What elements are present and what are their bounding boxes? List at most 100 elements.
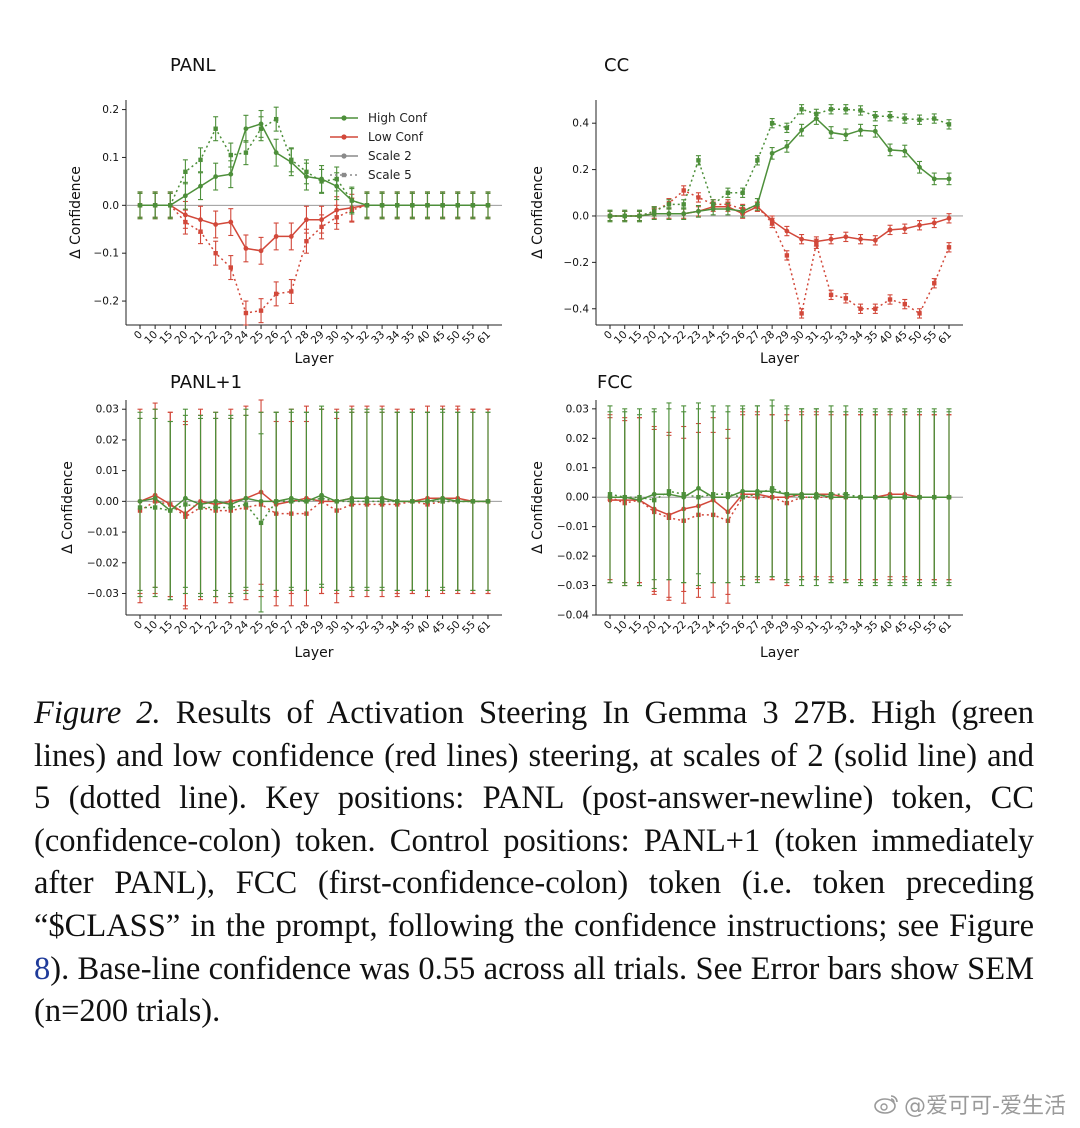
data-point [485,203,491,208]
series-line [140,122,488,207]
data-point [931,220,937,226]
data-point [364,499,370,504]
y-tick-label: 0.1 [102,152,119,164]
weibo-icon [874,1095,898,1114]
data-point [440,203,445,208]
series-high-scale2 [137,109,491,220]
data-point [273,499,279,504]
legend-marker [341,153,347,159]
data-point [183,169,188,175]
x-axis-label: Layer [760,645,799,661]
data-point [946,494,952,500]
data-point [152,203,158,208]
data-point [455,499,460,504]
data-point [273,234,279,239]
data-point [917,494,922,500]
data-point [902,116,907,121]
data-point [243,502,249,507]
data-point [395,499,400,504]
data-point [183,502,188,507]
data-point [887,114,893,119]
data-point [228,265,233,270]
data-point [769,220,775,226]
series-line [610,493,949,516]
y-tick-label: 0.01 [566,462,589,474]
x-axis-label: Layer [760,351,799,367]
data-point [814,111,819,117]
data-point [887,147,893,153]
chart-title: CC [604,55,630,76]
data-point [273,291,279,297]
data-point [168,508,173,513]
data-point [213,174,219,179]
legend-label: Scale 2 [368,149,412,163]
x-axis-label: Layer [294,351,333,367]
data-point [858,494,863,500]
data-point [946,122,952,127]
data-point [168,203,173,208]
series-line [140,117,488,207]
data-point [828,107,834,112]
y-tick-label: −0.01 [557,521,589,533]
series-high-scale2 [137,405,491,601]
y-tick-label: 0.02 [566,433,589,445]
data-point [887,297,893,302]
series-line [610,117,949,217]
legend-marker [341,172,347,178]
series-high-scale2 [607,112,952,223]
data-point [319,496,324,501]
data-point [784,253,790,258]
data-point [319,179,324,184]
data-point [198,157,203,163]
data-point [755,492,760,497]
data-point [799,494,804,500]
data-point [455,203,460,208]
x-axis-label: Layer [294,645,333,661]
data-point [769,120,775,126]
y-tick-label: 0.00 [96,496,119,508]
watermark-text: @爱可可-爱生活 [904,1094,1066,1119]
data-point [213,505,218,510]
y-tick-label: −0.03 [557,580,589,592]
data-point [258,520,264,526]
data-point [784,125,790,131]
data-point [858,108,863,113]
data-point [681,492,686,497]
data-point [425,499,430,504]
data-point [946,176,952,182]
data-point [902,148,908,154]
data-point [828,236,834,242]
x-tick-label: 61 [936,329,954,347]
y-tick-label: −0.04 [557,610,589,622]
data-point [799,127,805,133]
y-tick-label: 0.01 [96,465,119,477]
data-point [828,130,834,135]
chart-title: FCC [597,372,633,393]
data-point [828,292,834,298]
legend-label: High Conf [368,111,428,125]
series-line [140,497,488,525]
y-axis-label: Δ Confidence [530,166,546,259]
y-tick-label: −0.2 [94,296,120,308]
y-axis-label: Δ Confidence [68,166,84,259]
data-point [932,494,937,500]
data-point [828,492,834,497]
legend-marker [341,115,347,121]
series-line [610,205,950,243]
y-tick-label: −0.2 [564,257,590,269]
series-high-scale5 [137,106,491,218]
data-point [652,209,657,214]
data-point [681,188,686,193]
data-point [887,494,893,500]
data-point [696,494,701,500]
data-point [243,310,249,316]
chart-canvas: −0.04−0.03−0.02−0.010.000.010.020.030101… [530,399,963,661]
figure-reference-link[interactable]: 8 [34,950,51,987]
series-low-scale2 [137,191,491,265]
data-point [814,494,819,500]
series-low-scale5 [137,192,491,326]
data-point [681,211,687,217]
data-point [873,494,878,500]
data-point [858,127,863,133]
data-point [843,107,849,112]
